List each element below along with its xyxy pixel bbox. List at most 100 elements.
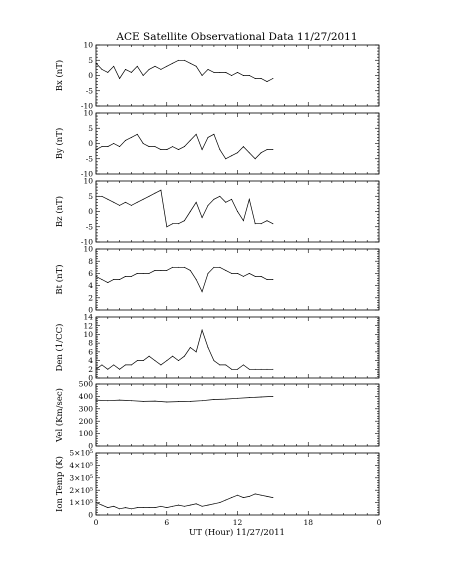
y-tick-label: 4 [88, 281, 93, 290]
data-point [272, 395, 274, 397]
y-tick-label: 10 [83, 177, 93, 186]
data-point [160, 189, 162, 191]
data-point [183, 355, 185, 357]
data-point [242, 364, 244, 366]
data-point [130, 71, 132, 73]
data-point [148, 195, 150, 197]
data-point [136, 133, 138, 135]
data-point [130, 364, 132, 366]
data-point [231, 272, 233, 274]
x-tick-label: 18 [303, 518, 313, 527]
data-point [148, 68, 150, 70]
data-point [237, 368, 238, 370]
data-point [201, 291, 203, 293]
data-point [201, 75, 203, 76]
data-point [130, 136, 132, 138]
data-point [113, 364, 115, 366]
data-point [154, 65, 156, 67]
data-point [183, 505, 185, 507]
data-point [189, 211, 191, 212]
data-point [148, 507, 150, 509]
y-tick-label: -10 [81, 102, 93, 111]
data-point [242, 275, 244, 277]
data-point [160, 269, 162, 271]
y-tick-label: 2 [88, 293, 93, 302]
data-point [225, 398, 227, 400]
y-tick-label: 5×10⁵ [69, 449, 93, 458]
y-tick-label: 6 [88, 269, 93, 278]
data-point [219, 71, 221, 73]
data-point [166, 269, 168, 271]
x-axis-label: UT (Hour) 11/27/2011 [189, 527, 285, 538]
data-point [154, 507, 156, 509]
data-point [213, 360, 215, 362]
panel-frame [95, 112, 380, 175]
data-point [107, 507, 109, 509]
data-point [225, 71, 227, 73]
data-point [189, 139, 191, 141]
y-tick-label: 8 [88, 257, 93, 266]
y-tick-label: 2×10⁵ [69, 486, 93, 495]
data-point [266, 149, 268, 151]
series-line [95, 59, 274, 82]
data-point [178, 504, 179, 506]
data-point [136, 507, 138, 509]
y-tick-label: 400 [79, 392, 94, 401]
data-point [125, 201, 126, 203]
data-point [260, 368, 262, 370]
data-point [154, 400, 156, 402]
data-point [130, 400, 132, 402]
y-tick-label: 1×10⁵ [69, 498, 93, 507]
y-tick-label: 10 [83, 109, 93, 118]
data-point [142, 507, 144, 509]
series-line [95, 328, 273, 370]
data-point [213, 266, 215, 268]
data-point [136, 65, 138, 67]
data-point [272, 497, 274, 499]
data-point [113, 201, 115, 203]
data-point [242, 220, 244, 222]
data-point [160, 505, 162, 507]
data-point [207, 272, 209, 274]
data-point [154, 146, 156, 148]
data-point [219, 364, 221, 366]
data-point [172, 223, 174, 225]
y-tick-label: 0 [88, 207, 93, 216]
data-point [136, 201, 138, 203]
data-point [178, 360, 179, 362]
data-point [219, 149, 221, 151]
y-tick-label: 5 [88, 124, 93, 133]
data-point [95, 149, 97, 151]
data-point [130, 275, 132, 277]
data-point [95, 195, 97, 197]
data-point [272, 78, 274, 79]
data-point [148, 146, 150, 148]
panel-3: 10 5 0 -5 -10 Bz (nT) [54, 177, 380, 247]
data-point [166, 401, 168, 403]
panel-1: 10 5 0 -5 -10 Bx (nT) [54, 41, 380, 111]
data-point [125, 139, 126, 141]
data-point [272, 279, 274, 280]
data-point [237, 71, 238, 73]
data-point [248, 272, 250, 274]
panel-4: 10 8 6 4 2 0 Bt (nT) [54, 245, 380, 315]
y-axis-label: Bx (nT) [54, 60, 65, 92]
data-point [101, 364, 103, 366]
data-point [154, 269, 156, 271]
data-point [231, 368, 233, 370]
data-point [101, 195, 103, 197]
data-point [136, 360, 138, 362]
y-axis-label: By (nT) [54, 128, 65, 160]
data-point [237, 272, 238, 274]
y-tick-label: -10 [81, 238, 93, 247]
data-point [242, 146, 244, 148]
y-tick-label: 12 [83, 321, 93, 330]
panel-frame [95, 248, 380, 311]
data-point [219, 266, 221, 268]
y-axis-label: Bz (nT) [54, 196, 65, 227]
data-point [248, 152, 250, 154]
data-point [183, 146, 185, 148]
y-tick-label: 2 [88, 365, 93, 374]
